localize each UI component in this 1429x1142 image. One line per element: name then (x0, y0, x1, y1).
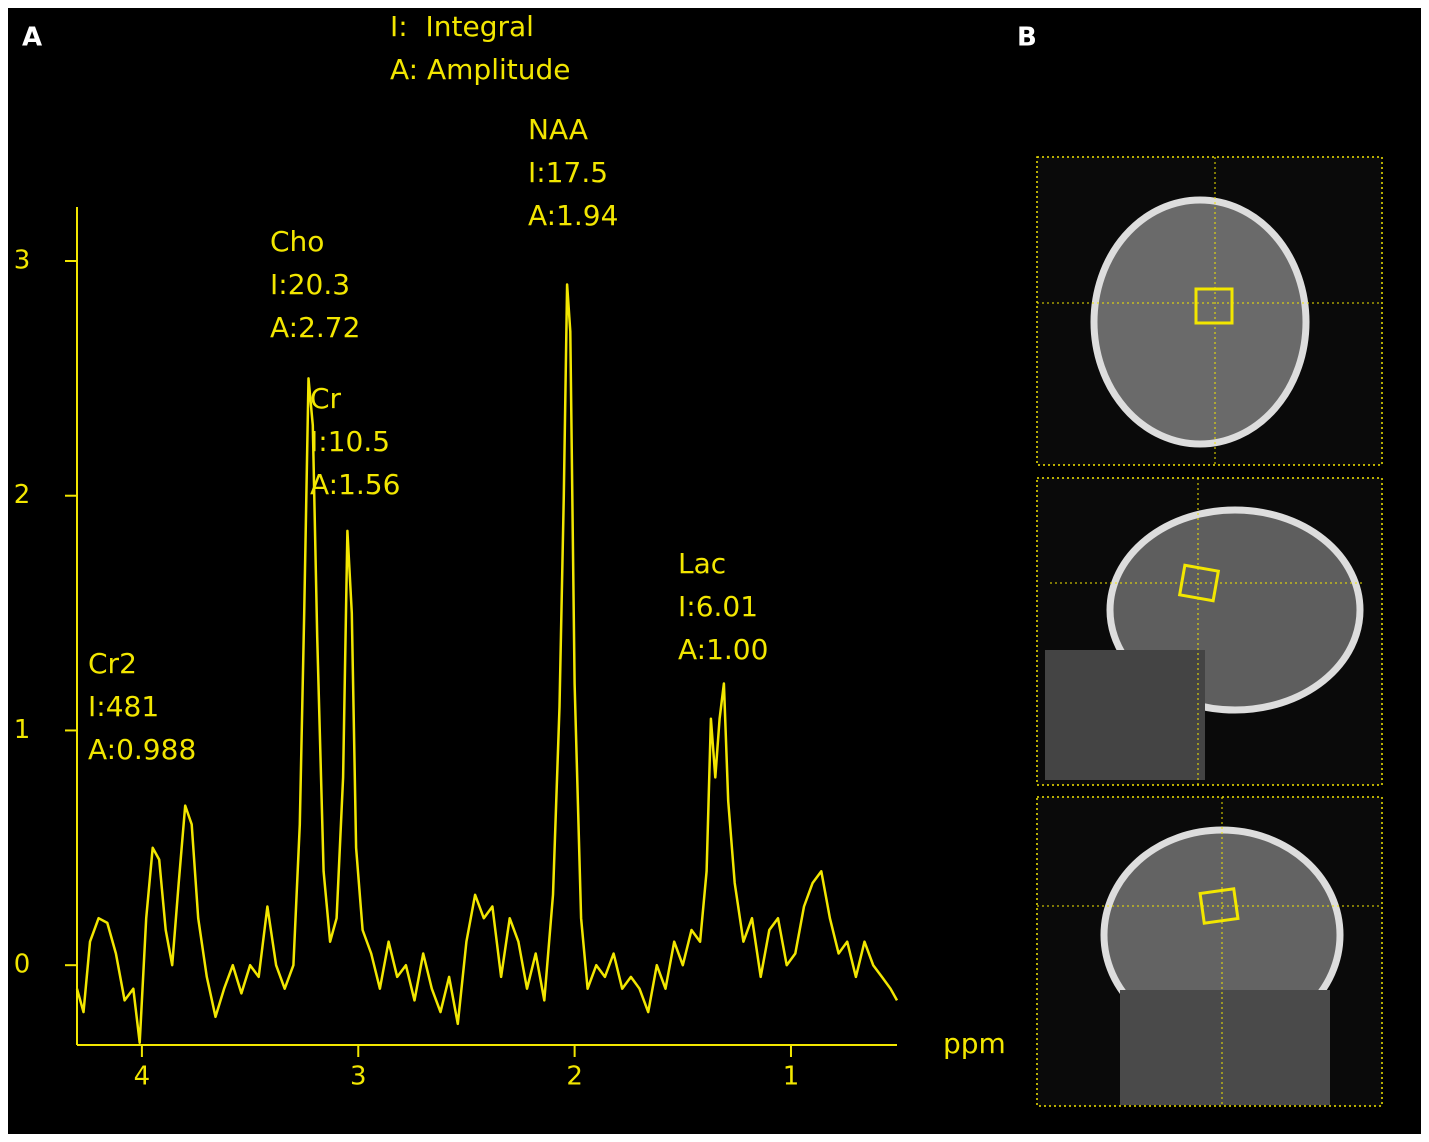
panel-label: B (1017, 23, 1037, 53)
peak-annotation: Cr2 (88, 647, 137, 680)
peak-annotation: I:20.3 (270, 268, 350, 301)
x-tick-label: 2 (566, 1062, 583, 1092)
coronal-neck (1120, 990, 1330, 1105)
x-tick-label: 4 (134, 1062, 151, 1092)
legend-text: A: Amplitude (390, 53, 570, 86)
peak-annotation: A:0.988 (88, 733, 196, 766)
voxel (1194, 287, 1234, 325)
peak-annotation: A:1.00 (678, 633, 768, 666)
sagittal-face (1045, 650, 1205, 780)
peak-annotation: I:6.01 (678, 590, 758, 623)
peak-annotation: A:2.72 (270, 311, 360, 344)
peak-annotation: I:481 (88, 690, 159, 723)
voxel (1198, 887, 1240, 925)
y-tick-label: 0 (14, 950, 31, 980)
panel-label: A (22, 23, 42, 53)
x-tick-label: 1 (783, 1062, 800, 1092)
peak-annotation: I:17.5 (528, 156, 608, 189)
peak-annotation: A:1.56 (310, 468, 400, 501)
peak-annotation: NAA (528, 113, 588, 146)
legend-text: I: Integral (390, 10, 534, 43)
x-axis-label: ppm (943, 1027, 1006, 1060)
mri-panels (1036, 156, 1383, 1107)
peak-annotation: Lac (678, 547, 726, 580)
y-tick-label: 3 (14, 245, 31, 275)
peak-annotation: Cr (310, 382, 342, 415)
x-tick-label: 3 (350, 1062, 367, 1092)
peak-annotation: Cho (270, 225, 324, 258)
y-tick-label: 2 (14, 480, 31, 510)
voxel (1177, 563, 1221, 603)
peak-annotation: I:10.5 (310, 425, 390, 458)
peak-annotation: A:1.94 (528, 199, 618, 232)
y-tick-label: 1 (14, 715, 31, 745)
spectrum-line (75, 283, 899, 1044)
